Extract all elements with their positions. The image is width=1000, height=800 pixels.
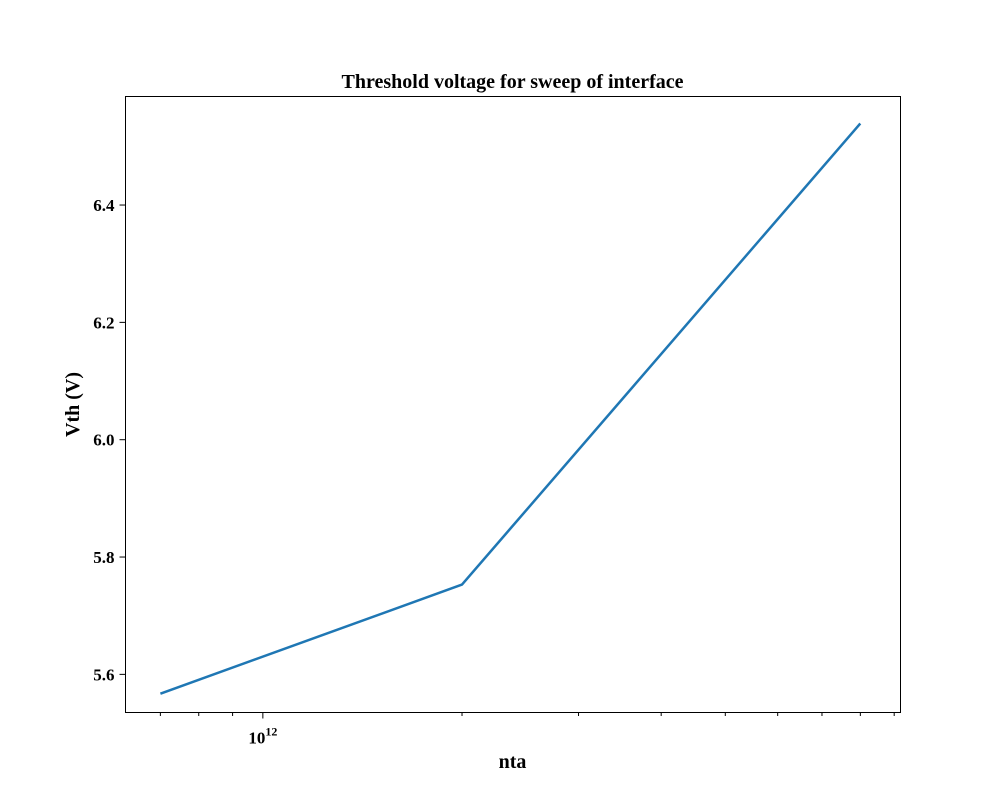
plot-area: [159, 122, 862, 695]
y-tick-label-0: 5.6: [93, 665, 114, 684]
y-axis: 5.6 5.8 6.0 6.2 6.4: [93, 196, 126, 684]
x-axis-label: nta: [499, 751, 527, 773]
chart-title: Threshold voltage for sweep of interface: [342, 71, 684, 93]
x-tick-label-0: 1012: [248, 725, 277, 748]
series-line-0: [159, 122, 862, 695]
x-axis: 1012: [159, 712, 895, 748]
y-tick-label-3: 6.2: [93, 313, 114, 332]
y-tick-label-1: 5.8: [93, 548, 114, 567]
y-tick-label-4: 6.4: [93, 196, 115, 215]
y-axis-label: Vth (V): [62, 372, 84, 437]
plot-frame: [125, 96, 901, 713]
y-tick-label-2: 6.0: [93, 431, 114, 450]
